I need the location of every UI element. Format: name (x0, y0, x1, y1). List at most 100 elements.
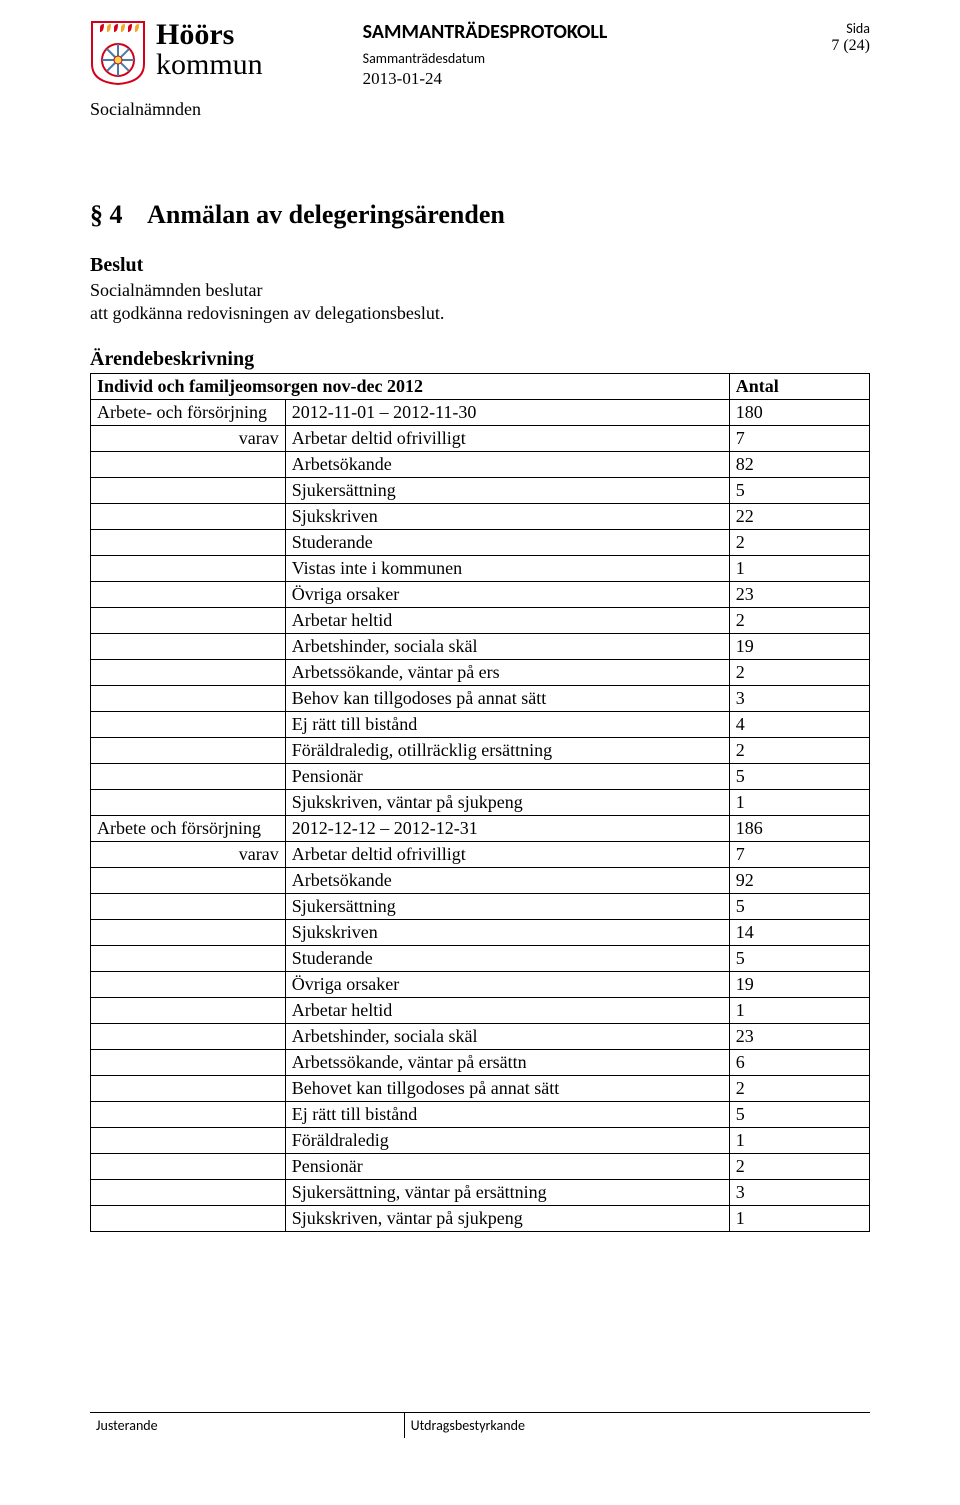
page: Höörs kommun SAMMANTRÄDESPROTOKOLL Samma… (0, 0, 960, 1478)
table-row: Arbetshinder, sociala skäl19 (91, 633, 870, 659)
table-cell-category: Arbete- och försörjning (91, 399, 286, 425)
table-cell-description: Studerande (285, 529, 729, 555)
table-cell-description: Arbetsökande (285, 867, 729, 893)
table-row: Föräldraledig1 (91, 1127, 870, 1153)
table-cell-count: 5 (729, 1101, 869, 1127)
table-cell-category (91, 1101, 286, 1127)
table-row: Behovet kan tillgodoses på annat sätt2 (91, 1075, 870, 1101)
table-cell-description: Övriga orsaker (285, 581, 729, 607)
table-cell-count: 7 (729, 841, 869, 867)
table-cell-count: 23 (729, 581, 869, 607)
table-row: Arbete och försörjning2012-12-12 – 2012-… (91, 815, 870, 841)
table-cell-count: 7 (729, 425, 869, 451)
table-cell-count: 5 (729, 477, 869, 503)
beslut-line2: att godkänna redovisningen av delegation… (90, 303, 444, 323)
table-cell-count: 5 (729, 945, 869, 971)
table-row: Arbetsökande92 (91, 867, 870, 893)
table-cell-count: 19 (729, 971, 869, 997)
table-cell-description: Sjukskriven (285, 503, 729, 529)
table-cell-description: Sjukskriven, väntar på sjukpeng (285, 789, 729, 815)
table-cell-count: 82 (729, 451, 869, 477)
table-cell-description: Arbetssökande, väntar på ers (285, 659, 729, 685)
table-cell-category (91, 581, 286, 607)
table-cell-count: 6 (729, 1049, 869, 1075)
table-cell-category (91, 529, 286, 555)
table-cell-count: 5 (729, 893, 869, 919)
logo-block: Höörs kommun (90, 20, 263, 86)
table-cell-category (91, 555, 286, 581)
header-right: Sida 7 (24) (831, 20, 870, 55)
table-cell-description: Arbetshinder, sociala skäl (285, 1023, 729, 1049)
table-cell-category (91, 971, 286, 997)
section-title: Anmälan av delegeringsärenden (147, 200, 505, 229)
table-cell-count: 1 (729, 555, 869, 581)
table-cell-count: 2 (729, 1153, 869, 1179)
table-cell-description: 2012-11-01 – 2012-11-30 (285, 399, 729, 425)
table-cell-count: 5 (729, 763, 869, 789)
logo-line1: Höörs (156, 20, 263, 50)
table-cell-category (91, 1023, 286, 1049)
table-cell-description: Föräldraledig, otillräcklig ersättning (285, 737, 729, 763)
table-cell-description: Arbetar deltid ofrivilligt (285, 841, 729, 867)
table-row: Ej rätt till bistånd4 (91, 711, 870, 737)
meeting-date-value: 2013-01-24 (363, 69, 608, 89)
table-cell-count: 23 (729, 1023, 869, 1049)
table-cell-category (91, 867, 286, 893)
table-cell-description: Sjukskriven, väntar på sjukpeng (285, 1205, 729, 1231)
table-cell-count: 4 (729, 711, 869, 737)
arendebeskrivning-heading: Ärendebeskrivning (90, 348, 870, 371)
committee-name: Socialnämnden (90, 99, 870, 120)
logo-text: Höörs kommun (156, 20, 263, 80)
table-cell-description: Behov kan tillgodoses på annat sätt (285, 685, 729, 711)
table-cell-count: 2 (729, 659, 869, 685)
table-cell-description: Arbetshinder, sociala skäl (285, 633, 729, 659)
table-cell-count: 1 (729, 1127, 869, 1153)
table-cell-description: Pensionär (285, 763, 729, 789)
beslut-text: Socialnämnden beslutar att godkänna redo… (90, 279, 870, 326)
table-cell-category: varav (91, 425, 286, 451)
side-label: Sida (831, 20, 870, 37)
table-cell-category (91, 1153, 286, 1179)
table-cell-category (91, 607, 286, 633)
table-cell-description: Arbetssökande, väntar på ersättn (285, 1049, 729, 1075)
page-number: 7 (24) (831, 37, 870, 55)
table-cell-description: Studerande (285, 945, 729, 971)
table-cell-count: 1 (729, 1205, 869, 1231)
beslut-line1: Socialnämnden beslutar (90, 280, 262, 300)
table-cell-category (91, 451, 286, 477)
table-row: Arbetar heltid2 (91, 607, 870, 633)
table-cell-category (91, 477, 286, 503)
table-cell-count: 14 (729, 919, 869, 945)
table-row: Behov kan tillgodoses på annat sätt3 (91, 685, 870, 711)
table-cell-count: 3 (729, 685, 869, 711)
table-cell-description: Vistas inte i kommunen (285, 555, 729, 581)
table-row: Arbete- och försörjning2012-11-01 – 2012… (91, 399, 870, 425)
table-cell-category (91, 711, 286, 737)
table-cell-description: Föräldraledig (285, 1127, 729, 1153)
table-cell-description: Sjukersättning (285, 893, 729, 919)
table-cell-count: 1 (729, 789, 869, 815)
table-row: Pensionär2 (91, 1153, 870, 1179)
table-cell-category (91, 1127, 286, 1153)
table-row: Övriga orsaker19 (91, 971, 870, 997)
table-cell-category (91, 919, 286, 945)
table-header-title: Individ och familjeomsorgen nov-dec 2012 (91, 373, 730, 399)
table-cell-description: Behovet kan tillgodoses på annat sätt (285, 1075, 729, 1101)
table-cell-count: 2 (729, 1075, 869, 1101)
table-cell-category (91, 737, 286, 763)
table-cell-category (91, 997, 286, 1023)
table-row: Studerande5 (91, 945, 870, 971)
table-cell-description: Sjukskriven (285, 919, 729, 945)
data-table: Individ och familjeomsorgen nov-dec 2012… (90, 373, 870, 1232)
section-heading: § 4 Anmälan av delegeringsärenden (90, 200, 870, 230)
header-center: SAMMANTRÄDESPROTOKOLL Sammanträdesdatum … (363, 20, 608, 89)
municipality-crest-icon (90, 20, 146, 86)
table-cell-description: Pensionär (285, 1153, 729, 1179)
table-row: Sjukersättning5 (91, 477, 870, 503)
table-row: Arbetshinder, sociala skäl23 (91, 1023, 870, 1049)
footer-utdragsbestyrkande: Utdragsbestyrkande (404, 1413, 531, 1438)
table-row: varavArbetar deltid ofrivilligt7 (91, 425, 870, 451)
table-cell-count: 2 (729, 737, 869, 763)
table-row: Sjukersättning, väntar på ersättning3 (91, 1179, 870, 1205)
table-row: Sjukersättning5 (91, 893, 870, 919)
